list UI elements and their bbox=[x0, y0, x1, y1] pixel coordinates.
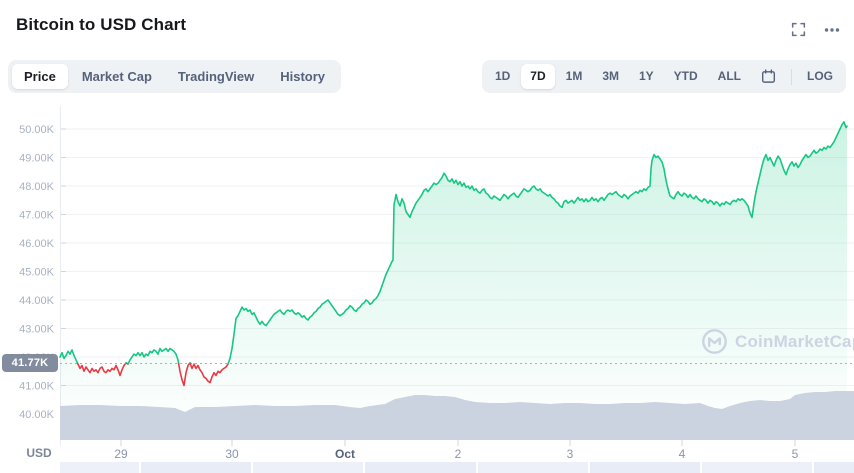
header-actions bbox=[791, 22, 840, 37]
price-line bbox=[59, 121, 848, 387]
range-1m[interactable]: 1M bbox=[557, 64, 592, 89]
x-axis-label: 5 bbox=[792, 447, 799, 461]
x-axis-label: 4 bbox=[679, 447, 686, 461]
tab-tradingview[interactable]: TradingView bbox=[166, 64, 266, 89]
x-axis-label: 3 bbox=[567, 447, 574, 461]
tab-market-cap[interactable]: Market Cap bbox=[70, 64, 164, 89]
y-axis-label: 49.00K bbox=[19, 153, 55, 165]
chart-type-tabs: Price Market Cap TradingView History bbox=[8, 60, 342, 93]
y-axis-label: 41.00K bbox=[19, 381, 55, 393]
range-1y[interactable]: 1Y bbox=[630, 64, 663, 89]
tab-history[interactable]: History bbox=[268, 64, 337, 89]
y-axis-label: 43.00K bbox=[19, 324, 55, 336]
chart-toolbar: Price Market Cap TradingView History 1D 7D 1M… bbox=[8, 60, 846, 93]
toolbar-divider bbox=[791, 68, 792, 85]
range-all[interactable]: ALL bbox=[709, 64, 750, 89]
y-axis-unit-label: USD bbox=[26, 446, 52, 460]
y-axis-label: 47.00K bbox=[19, 210, 55, 222]
current-price-badge: 41.77K bbox=[2, 354, 58, 372]
y-axis-label: 50.00K bbox=[19, 124, 55, 136]
x-axis-label: 2 bbox=[455, 447, 462, 461]
y-axis-label: 48.00K bbox=[19, 181, 55, 193]
more-options-icon[interactable] bbox=[824, 27, 840, 33]
page-title: Bitcoin to USD Chart bbox=[16, 15, 187, 34]
x-axis: 29 30 Oct 2 3 4 5 bbox=[114, 440, 799, 461]
y-axis-label: 44.00K bbox=[19, 295, 55, 307]
volume-overview-area bbox=[60, 391, 854, 440]
range-3m[interactable]: 3M bbox=[593, 64, 628, 89]
range-ytd[interactable]: YTD bbox=[665, 64, 707, 89]
x-axis-label: 29 bbox=[114, 447, 128, 461]
date-scrollbar[interactable] bbox=[60, 462, 854, 473]
tab-price[interactable]: Price bbox=[12, 64, 68, 89]
time-range-buttons: 1D 7D 1M 3M 1Y YTD ALL LOG bbox=[481, 60, 846, 93]
range-1d[interactable]: 1D bbox=[486, 64, 519, 89]
y-axis-label: 46.00K bbox=[19, 238, 55, 250]
price-area-fill bbox=[60, 121, 847, 441]
x-axis-label: 30 bbox=[225, 447, 239, 461]
y-axis-label: 40.00K bbox=[19, 409, 55, 421]
log-scale-button[interactable]: LOG bbox=[798, 64, 842, 89]
fullscreen-icon[interactable] bbox=[791, 22, 806, 37]
x-axis-label: Oct bbox=[335, 447, 355, 461]
y-axis-label: 45.00K bbox=[19, 267, 55, 279]
calendar-icon[interactable] bbox=[752, 64, 785, 89]
range-7d[interactable]: 7D bbox=[521, 64, 555, 89]
